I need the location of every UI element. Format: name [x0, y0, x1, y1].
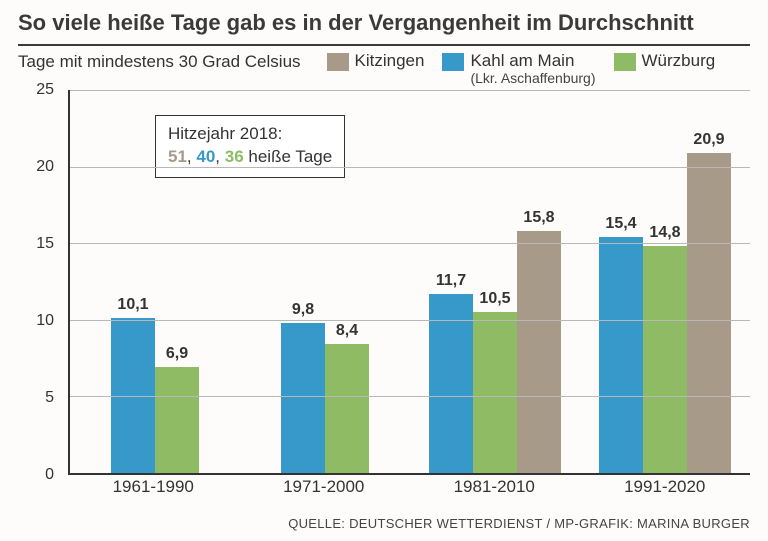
- bar-value-label: 15,4: [605, 215, 636, 233]
- y-tick: 20: [36, 158, 54, 176]
- y-tick: 10: [36, 312, 54, 330]
- bar-wuerzburg: 14,8: [643, 246, 687, 473]
- y-tick: 15: [36, 235, 54, 253]
- subtitle-row: Tage mit mindestens 30 Grad Celsius Kitz…: [0, 46, 768, 86]
- bar-kahl: 15,4: [599, 237, 643, 473]
- x-axis: 1961-19901971-20001981-20101991-2020: [68, 475, 750, 499]
- bar-group: 15,414,820,9: [580, 90, 750, 473]
- y-tick: 0: [45, 466, 54, 484]
- legend-swatch: [442, 53, 464, 71]
- bar-value-label: 20,9: [693, 131, 724, 149]
- legend-item-kahl: Kahl am Main(Lkr. Aschaffenburg): [442, 52, 595, 86]
- x-tick: 1961-1990: [68, 475, 239, 499]
- source-credit: QUELLE: DEUTSCHER WETTERDIENST / MP-GRAF…: [288, 516, 750, 531]
- gridline: [70, 320, 750, 321]
- bar-value-label: 14,8: [649, 224, 680, 242]
- bar-value-label: 10,1: [117, 296, 148, 314]
- bar-group: 11,710,515,8: [410, 90, 580, 473]
- bar-value-label: 8,4: [336, 322, 358, 340]
- chart-area: 0510152025 10,16,99,88,411,710,515,815,4…: [18, 90, 750, 499]
- gridline: [70, 396, 750, 397]
- y-tick: 5: [45, 389, 54, 407]
- annotation-values: 51, 40, 36 heiße Tage: [168, 146, 332, 169]
- chart-subtitle: Tage mit mindestens 30 Grad Celsius: [18, 52, 301, 72]
- bar-wuerzburg: 6,9: [155, 367, 199, 473]
- annotation-box: Hitzejahr 2018:51, 40, 36 heiße Tage: [155, 115, 345, 178]
- bar-wuerzburg: 8,4: [325, 344, 369, 473]
- x-tick: 1981-2010: [409, 475, 580, 499]
- legend-label: Würzburg: [642, 52, 716, 71]
- bar-value-label: 10,5: [479, 290, 510, 308]
- bar-kitzingen: 15,8: [517, 231, 561, 473]
- x-tick: 1971-2000: [239, 475, 410, 499]
- bar-value-label: 6,9: [166, 345, 188, 363]
- legend-label: Kahl am Main(Lkr. Aschaffenburg): [470, 52, 595, 86]
- gridline: [70, 243, 750, 244]
- legend-swatch: [327, 53, 349, 71]
- y-axis: 0510152025: [18, 90, 60, 475]
- legend-label: Kitzingen: [355, 52, 425, 71]
- annotation-title: Hitzejahr 2018:: [168, 123, 332, 146]
- bar-kahl: 9,8: [281, 323, 325, 473]
- bar-kitzingen: 20,9: [687, 153, 731, 473]
- legend-swatch: [614, 53, 636, 71]
- gridline: [70, 90, 750, 91]
- bar-value-label: 11,7: [436, 272, 466, 290]
- bar-wuerzburg: 10,5: [473, 312, 517, 473]
- legend-item-kitzingen: Kitzingen: [327, 52, 425, 86]
- chart-container: So viele heiße Tage gab es in der Vergan…: [0, 0, 768, 541]
- legend: Kitzingen Kahl am Main(Lkr. Aschaffenburg…: [327, 52, 716, 86]
- chart-title: So viele heiße Tage gab es in der Vergan…: [0, 0, 768, 40]
- legend-item-wuerzburg: Würzburg: [614, 52, 716, 86]
- y-tick: 25: [36, 81, 54, 99]
- bar-value-label: 15,8: [523, 209, 554, 227]
- x-tick: 1991-2020: [580, 475, 751, 499]
- bar-value-label: 9,8: [292, 301, 314, 319]
- plot-area: 10,16,99,88,411,710,515,815,414,820,9 Hi…: [68, 90, 750, 475]
- gridline: [70, 167, 750, 168]
